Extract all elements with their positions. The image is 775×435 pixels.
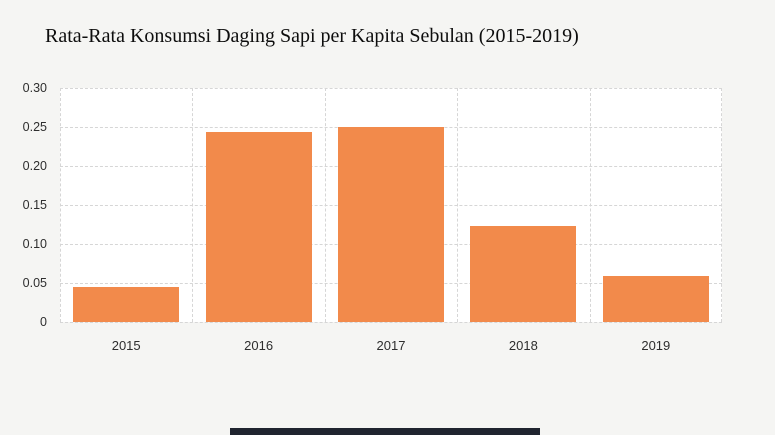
y-tick-label: 0.05 (22, 275, 47, 290)
y-tick-label: 0.25 (22, 119, 47, 134)
bar-2019 (602, 275, 709, 322)
y-tick-label: 0.10 (22, 236, 47, 251)
y-tick-label: 0.30 (22, 80, 47, 95)
gridline-vertical (192, 88, 194, 322)
bar-2015 (73, 286, 180, 322)
bar-2018 (470, 226, 577, 322)
gridline-vertical (589, 88, 591, 322)
gridline-vertical (60, 88, 61, 322)
gridline-vertical (721, 88, 722, 322)
bar-2016 (205, 132, 312, 322)
x-tick-label: 2017 (376, 338, 406, 353)
y-tick-label: 0.15 (22, 197, 47, 212)
gridline-horizontal (60, 322, 722, 323)
y-tick-label: 0.20 (22, 158, 47, 173)
x-tick-label: 2018 (508, 338, 538, 353)
chart-title: Rata-Rata Konsumsi Daging Sapi per Kapit… (45, 25, 579, 47)
bottom-dark-strip (230, 428, 540, 435)
x-tick-label: 2019 (641, 338, 671, 353)
x-tick-label: 2015 (111, 338, 141, 353)
gridline-vertical (457, 88, 459, 322)
x-tick-label: 2016 (244, 338, 274, 353)
plot-area (60, 88, 722, 323)
bar-2017 (338, 127, 444, 322)
gridline-vertical (324, 88, 326, 322)
y-tick-label: 0 (40, 314, 47, 329)
gridline-horizontal (60, 88, 722, 89)
